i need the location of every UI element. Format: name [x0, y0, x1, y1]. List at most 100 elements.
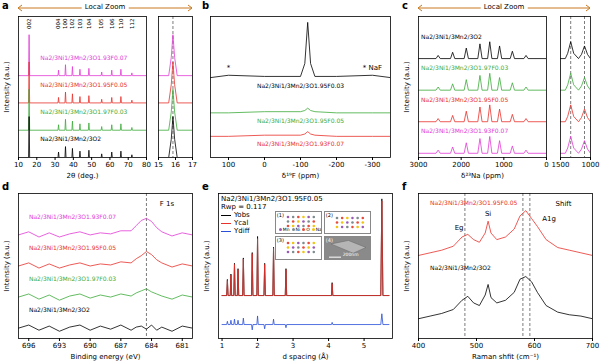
html-text:Intensity (a.u.): Intensity (a.u.) [402, 60, 411, 113]
html-text:Ycal: Ycal [234, 219, 249, 227]
html-text:b: b [202, 0, 210, 11]
svg-text:40: 40 [69, 161, 78, 169]
svg-text:Na2/3Ni1/3Mn2/3O2: Na2/3Ni1/3Mn2/3O2 [430, 264, 491, 271]
svg-text:500: 500 [470, 342, 483, 350]
svg-text:681: 681 [176, 342, 189, 350]
svg-text:Na2/3Ni1/3Mn2/3O1.95F0.03: Na2/3Ni1/3Mn2/3O1.95F0.03 [257, 82, 344, 89]
svg-text:105: 105 [98, 18, 104, 29]
svg-text:Na2/3Ni1/3Mn2/3O1.97F0.03: Na2/3Ni1/3Mn2/3O1.97F0.03 [40, 108, 127, 115]
html-text:d: d [2, 181, 10, 192]
svg-text:20: 20 [32, 161, 41, 169]
svg-text:106: 106 [109, 18, 115, 29]
svg-text:Na2/3Ni1/3Mn2/3O1.95F0.05: Na2/3Ni1/3Mn2/3O1.95F0.05 [430, 199, 517, 206]
html-text:(3): (3) [276, 237, 284, 244]
svg-text:5: 5 [362, 342, 366, 350]
svg-text:Na2/3Ni1/3Mn2/3O1.95F0.05: Na2/3Ni1/3Mn2/3O1.95F0.05 [257, 117, 344, 124]
svg-text:Na2/3Ni1/3Mn2/3O2: Na2/3Ni1/3Mn2/3O2 [421, 33, 482, 40]
svg-text:-100: -100 [293, 161, 309, 169]
svg-text:600: 600 [528, 342, 541, 350]
html-text:Mn: Mn [282, 226, 290, 232]
svg-text:002: 002 [26, 19, 32, 30]
svg-text:Binding energy (eV): Binding energy (eV) [71, 353, 141, 361]
svg-text:110: 110 [118, 18, 124, 29]
html-text:(2): (2) [325, 212, 333, 219]
svg-text:15: 15 [154, 161, 163, 169]
svg-text:10: 10 [14, 161, 23, 169]
svg-text:-300: -300 [365, 161, 381, 169]
html-text:(4): (4) [325, 237, 333, 244]
svg-text:30: 30 [51, 161, 60, 169]
html-text:Rwp = 0.117: Rwp = 0.117 [221, 203, 267, 211]
svg-text:-200: -200 [329, 161, 345, 169]
svg-text:Eg: Eg [455, 224, 464, 232]
svg-text:004: 004 [55, 18, 61, 29]
svg-text:100: 100 [62, 18, 68, 29]
svg-text:d spacing (Å): d spacing (Å) [282, 352, 328, 361]
svg-text:1000: 1000 [495, 161, 513, 169]
svg-text:Na2/3Ni1/3Mn2/3O1.93F0.07: Na2/3Ni1/3Mn2/3O1.93F0.07 [40, 54, 127, 61]
svg-text:Na2/3Ni1/3Mn2/3O1.93F0.07: Na2/3Ni1/3Mn2/3O1.93F0.07 [29, 213, 116, 220]
svg-text:Na2/3Ni1/3Mn2/3O1.97F0.03: Na2/3Ni1/3Mn2/3O1.97F0.03 [29, 275, 116, 282]
html-text:Ydiff: Ydiff [234, 227, 250, 235]
svg-text:2: 2 [255, 342, 259, 350]
svg-text:Na2/3Ni1/3Mn2/3O1.93F0.07: Na2/3Ni1/3Mn2/3O1.93F0.07 [257, 140, 344, 147]
html-text:c: c [402, 0, 408, 11]
svg-text:δ²³Na (ppm): δ²³Na (ppm) [461, 172, 504, 180]
svg-text:Na2/3Ni1/3Mn2/3O1.97F0.03: Na2/3Ni1/3Mn2/3O1.97F0.03 [421, 64, 508, 71]
html-text:Intensity (a.u.): Intensity (a.u.) [202, 239, 211, 292]
svg-text:Na2/3Ni1/3Mn2/3O1.95F0.05: Na2/3Ni1/3Mn2/3O1.95F0.05 [421, 96, 508, 103]
svg-text:δ¹⁹F (ppm): δ¹⁹F (ppm) [282, 172, 320, 180]
svg-text:60: 60 [105, 161, 114, 169]
html-text:e: e [202, 181, 209, 192]
svg-text:Na2/3Ni1/3Mn2/3O2: Na2/3Ni1/3Mn2/3O2 [29, 306, 90, 313]
svg-text:696: 696 [22, 342, 36, 350]
svg-text:*: * [227, 64, 231, 72]
svg-text:Na2/3Ni1/3Mn2/3O2: Na2/3Ni1/3Mn2/3O2 [40, 135, 101, 142]
svg-text:3: 3 [291, 342, 295, 350]
svg-text:F 1s: F 1s [160, 200, 175, 208]
svg-text:400: 400 [412, 342, 425, 350]
svg-text:684: 684 [145, 342, 159, 350]
svg-text:104: 104 [86, 18, 92, 29]
svg-text:4: 4 [326, 342, 331, 350]
html-text:Intensity (a.u.): Intensity (a.u.) [2, 239, 11, 292]
svg-text:1: 1 [220, 342, 224, 350]
html-text:Intensity (a.u.): Intensity (a.u.) [2, 60, 11, 113]
svg-text:2000: 2000 [452, 161, 470, 169]
svg-text:70: 70 [124, 161, 133, 169]
svg-text:Na2/3Ni1/3Mn2/3O1.93F0.07: Na2/3Ni1/3Mn2/3O1.93F0.07 [421, 127, 508, 134]
html-text:Yobs: Yobs [234, 211, 250, 219]
svg-text:1000: 1000 [582, 161, 600, 169]
svg-text:700: 700 [586, 342, 599, 350]
svg-text:Raman shfit (cm⁻¹): Raman shfit (cm⁻¹) [472, 353, 539, 361]
svg-text:3000: 3000 [410, 161, 428, 169]
svg-text:100: 100 [222, 161, 235, 169]
html-text:(1): (1) [276, 212, 284, 219]
svg-text:* NaF: * NaF [363, 64, 382, 72]
svg-text:112: 112 [129, 19, 135, 30]
svg-text:1500: 1500 [552, 161, 570, 169]
svg-text:50: 50 [87, 161, 96, 169]
svg-text:16: 16 [171, 161, 180, 169]
svg-text:A1g: A1g [542, 215, 556, 223]
svg-text:693: 693 [53, 342, 66, 350]
svg-text:0: 0 [544, 161, 548, 169]
svg-text:Na2/3Ni1/3Mn2/3O1.95F0.05: Na2/3Ni1/3Mn2/3O1.95F0.05 [29, 244, 116, 251]
html-text:a: a [2, 0, 9, 11]
html-text:Ni: Ni [295, 226, 301, 232]
svg-text:80: 80 [142, 161, 151, 169]
svg-text:0: 0 [262, 161, 266, 169]
svg-text:103: 103 [77, 18, 83, 29]
svg-text:690: 690 [83, 342, 96, 350]
svg-text:687: 687 [114, 342, 127, 350]
html-text:Local Zoom: Local Zoom [84, 3, 126, 11]
svg-text:2θ (deg.): 2θ (deg.) [67, 172, 99, 180]
svg-text:102: 102 [69, 19, 75, 30]
svg-text:17: 17 [188, 161, 197, 169]
html-text:Intensity (a.u.): Intensity (a.u.) [402, 239, 411, 292]
svg-text:Shift: Shift [556, 200, 572, 208]
html-text:Na2/3Ni1/3Mn2/3O1.95F0.05: Na2/3Ni1/3Mn2/3O1.95F0.05 [221, 195, 323, 203]
svg-text:Na2/3Ni1/3Mn2/3O1.95F0.05: Na2/3Ni1/3Mn2/3O1.95F0.05 [40, 81, 127, 88]
svg-text:Si: Si [485, 210, 491, 218]
html-text:Local Zoom: Local Zoom [483, 3, 525, 11]
